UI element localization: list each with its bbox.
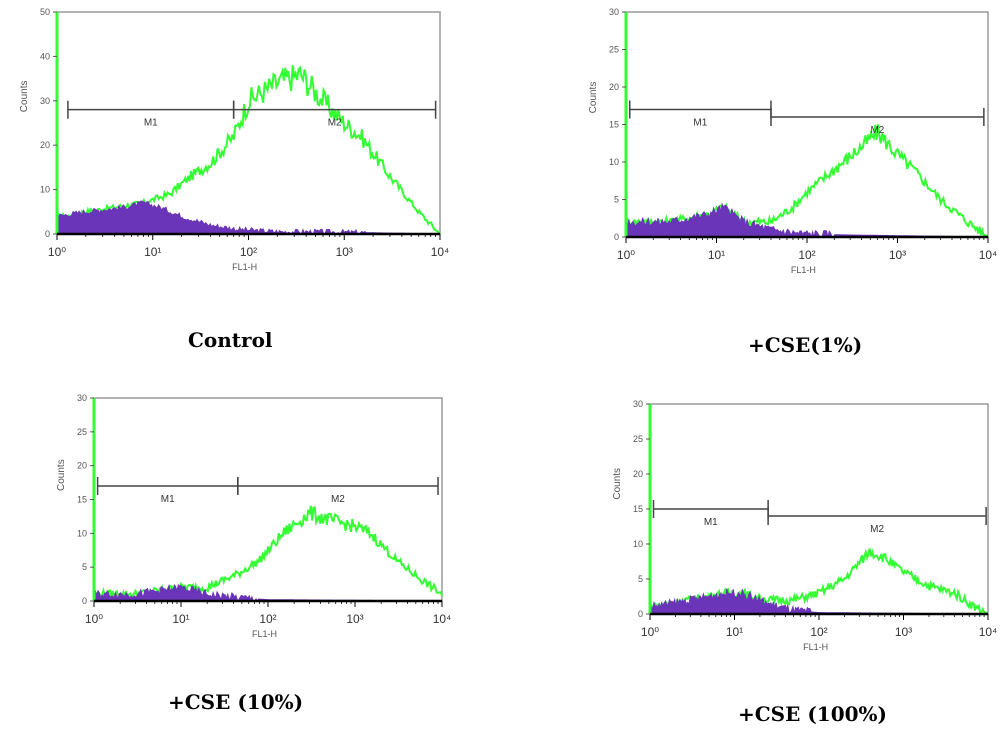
y-tick-label: 20 xyxy=(40,140,50,150)
y-tick-label: 5 xyxy=(614,195,619,205)
plot-frame xyxy=(93,397,443,602)
y-axis-label: Counts xyxy=(19,81,30,113)
gate-label-m1: M1 xyxy=(144,118,158,129)
x-tick-label: 10¹ xyxy=(172,612,189,626)
x-tick-label: 10² xyxy=(810,625,827,639)
x-tick-label: 10⁰ xyxy=(85,612,103,626)
y-tick-label: 0 xyxy=(638,609,643,619)
y-tick-label: 30 xyxy=(633,399,643,409)
y-tick-label: 5 xyxy=(638,574,643,584)
x-tick-label: 10⁴ xyxy=(431,245,450,259)
y-tick-label: 25 xyxy=(609,45,619,55)
gate-label-m1: M1 xyxy=(693,118,707,129)
histogram-cse-1: 10⁰ 10¹ 10² 10³ 10⁴ FL1-H 0 5 10 15 20 25 30 Counts M1… xyxy=(588,7,998,275)
y-tick-label: 15 xyxy=(633,504,643,514)
y-tick-label: 10 xyxy=(633,539,643,549)
x-tick-label: 10³ xyxy=(889,248,906,262)
x-tick-label: 10³ xyxy=(346,612,363,626)
x-tick-label: 10³ xyxy=(895,625,912,639)
y-tick-label: 15 xyxy=(77,495,87,505)
y-axis-label: Counts xyxy=(612,468,623,500)
y-axis-label: Counts xyxy=(56,459,67,491)
y-tick-label: 0 xyxy=(614,232,619,242)
histogram-control: 10⁰ 10¹ 10² 10³ 10⁴ FL1-H 0 10 20 30 40 50 Counts M1 M… xyxy=(19,7,450,272)
caption-cse-100: +CSE (100%) xyxy=(738,702,888,726)
x-tick-label: 10¹ xyxy=(708,248,725,262)
histogram-cse-10: 10⁰ 10¹ 10² 10³ 10⁴ FL1-H 0 5 10 15 20 25 30 Counts M1… xyxy=(56,393,452,639)
plot-frame xyxy=(625,11,989,238)
caption-cse-10: +CSE (10%) xyxy=(168,690,304,714)
y-tick-label: 5 xyxy=(82,562,87,572)
y-tick-label: 20 xyxy=(633,469,643,479)
y-tick-label: 10 xyxy=(40,185,50,195)
histogram-control-fill xyxy=(56,200,440,236)
caption-cse-1: +CSE(1%) xyxy=(748,333,863,357)
y-tick-label: 30 xyxy=(77,393,87,403)
x-tick-label: 10⁰ xyxy=(641,625,659,639)
x-axis-label: FL1-H xyxy=(252,629,277,639)
x-tick-label: 10² xyxy=(259,612,276,626)
x-tick-label: 10⁴ xyxy=(979,625,998,639)
x-tick-label: 10⁰ xyxy=(48,245,66,259)
histogram-control-fill xyxy=(93,583,442,602)
histogram-control-fill xyxy=(625,202,988,239)
y-tick-label: 25 xyxy=(77,427,87,437)
y-tick-label: 40 xyxy=(40,51,50,61)
y-tick-label: 30 xyxy=(40,96,50,106)
gate-label-m2: M2 xyxy=(870,125,884,136)
y-tick-label: 50 xyxy=(40,7,50,17)
y-axis-label: Counts xyxy=(588,82,599,114)
x-tick-label: 10² xyxy=(798,248,815,262)
y-tick-label: 10 xyxy=(609,157,619,167)
x-axis-label: FL1-H xyxy=(791,265,816,275)
y-tick-label: 10 xyxy=(77,528,87,538)
gate-label-m2: M2 xyxy=(870,524,884,535)
x-axis-label: FL1-H xyxy=(232,262,257,272)
y-tick-label: 15 xyxy=(609,120,619,130)
x-axis-label: FL1-H xyxy=(803,642,828,652)
x-tick-label: 10⁰ xyxy=(617,248,635,262)
x-tick-label: 10¹ xyxy=(144,245,161,259)
caption-control: Control xyxy=(188,328,273,352)
x-tick-label: 10³ xyxy=(336,245,353,259)
gate-label-m2: M2 xyxy=(328,118,342,129)
gate-label-m1: M1 xyxy=(161,494,175,505)
gate-label-m1: M1 xyxy=(704,517,718,528)
y-tick-label: 30 xyxy=(609,7,619,17)
histogram-sample-line xyxy=(93,505,443,602)
y-tick-label: 25 xyxy=(633,434,643,444)
x-tick-label: 10⁴ xyxy=(433,612,452,626)
x-tick-label: 10⁴ xyxy=(979,248,998,262)
histogram-cse-100: 10⁰ 10¹ 10² 10³ 10⁴ FL1-H 0 5 10 15 20 25 30 Counts M1… xyxy=(612,399,998,652)
y-tick-label: 0 xyxy=(45,229,50,239)
y-tick-label: 20 xyxy=(77,461,87,471)
gate-label-m2: M2 xyxy=(331,494,345,505)
histogram-control-fill xyxy=(649,588,988,615)
x-tick-label: 10¹ xyxy=(726,625,743,639)
histogram-sample-line xyxy=(625,124,989,238)
y-tick-label: 20 xyxy=(609,82,619,92)
x-tick-label: 10² xyxy=(240,245,257,259)
y-tick-label: 0 xyxy=(82,596,87,606)
plot-frame xyxy=(56,11,441,235)
